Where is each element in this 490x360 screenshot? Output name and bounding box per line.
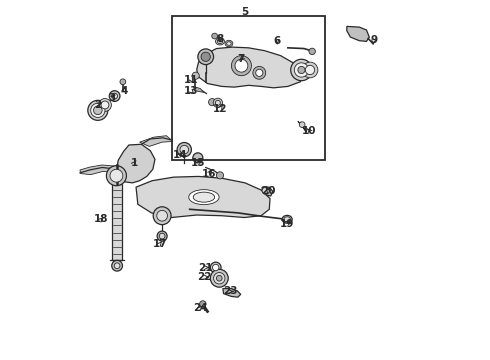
Polygon shape (223, 289, 241, 297)
Text: 19: 19 (280, 219, 294, 229)
Circle shape (209, 99, 216, 106)
Text: 24: 24 (193, 303, 208, 313)
Circle shape (262, 187, 270, 194)
Polygon shape (298, 121, 306, 131)
Circle shape (213, 264, 219, 271)
Circle shape (114, 263, 120, 269)
Ellipse shape (225, 40, 233, 47)
Circle shape (157, 210, 168, 221)
Bar (113, 184, 122, 260)
Circle shape (291, 59, 312, 81)
Text: 11: 11 (184, 75, 198, 85)
Ellipse shape (189, 190, 219, 204)
Circle shape (256, 69, 263, 76)
Text: 15: 15 (191, 158, 206, 168)
Circle shape (101, 101, 109, 109)
Circle shape (201, 52, 210, 62)
Circle shape (109, 91, 120, 102)
Circle shape (305, 65, 315, 75)
Circle shape (231, 56, 251, 76)
Circle shape (157, 231, 167, 241)
Circle shape (299, 122, 305, 127)
Text: 14: 14 (172, 150, 187, 160)
Circle shape (193, 153, 203, 163)
Circle shape (153, 207, 171, 225)
Text: 18: 18 (94, 214, 109, 224)
Circle shape (98, 99, 111, 111)
Ellipse shape (216, 38, 224, 45)
Circle shape (192, 72, 199, 79)
Circle shape (210, 269, 228, 287)
Text: 10: 10 (302, 126, 317, 136)
Circle shape (91, 103, 105, 117)
Circle shape (120, 79, 126, 85)
Ellipse shape (193, 192, 215, 202)
Circle shape (94, 106, 102, 114)
Polygon shape (262, 187, 273, 196)
Text: 21: 21 (198, 262, 212, 273)
Text: 17: 17 (153, 239, 167, 249)
Circle shape (159, 233, 165, 239)
Polygon shape (117, 144, 155, 183)
Circle shape (177, 143, 192, 157)
Ellipse shape (284, 217, 291, 222)
Text: 16: 16 (202, 168, 217, 179)
Circle shape (112, 93, 118, 99)
Text: 9: 9 (370, 35, 377, 45)
Text: 7: 7 (238, 54, 245, 64)
Text: 23: 23 (223, 287, 237, 296)
Text: 2: 2 (94, 100, 101, 110)
Circle shape (106, 166, 126, 186)
Polygon shape (347, 26, 369, 41)
Circle shape (215, 100, 221, 105)
Bar (172, 16, 325, 160)
Circle shape (235, 59, 248, 72)
Circle shape (217, 172, 223, 179)
Ellipse shape (218, 39, 222, 44)
Text: 4: 4 (121, 86, 128, 96)
Text: 8: 8 (217, 34, 223, 44)
Circle shape (213, 98, 222, 108)
Circle shape (212, 33, 218, 39)
Circle shape (88, 100, 108, 120)
Circle shape (294, 63, 309, 77)
Text: 22: 22 (196, 272, 211, 282)
Circle shape (309, 48, 316, 55)
Polygon shape (193, 86, 204, 93)
Circle shape (112, 260, 122, 271)
Polygon shape (140, 136, 173, 147)
Text: 3: 3 (108, 93, 115, 103)
Circle shape (198, 49, 214, 64)
Circle shape (180, 145, 189, 154)
Circle shape (298, 66, 305, 73)
Text: 13: 13 (183, 86, 198, 96)
Text: 6: 6 (273, 36, 281, 46)
Circle shape (302, 62, 318, 78)
Polygon shape (136, 176, 270, 217)
Text: 1: 1 (131, 158, 138, 168)
Circle shape (214, 273, 225, 284)
Circle shape (210, 262, 221, 273)
Circle shape (217, 275, 222, 281)
Circle shape (110, 169, 123, 182)
Ellipse shape (282, 215, 292, 223)
Text: 5: 5 (242, 7, 248, 17)
Polygon shape (80, 165, 119, 175)
Ellipse shape (226, 42, 231, 45)
Circle shape (253, 66, 266, 79)
Circle shape (199, 301, 206, 307)
Text: 12: 12 (213, 104, 227, 113)
Text: 20: 20 (261, 186, 275, 196)
Polygon shape (197, 47, 302, 88)
